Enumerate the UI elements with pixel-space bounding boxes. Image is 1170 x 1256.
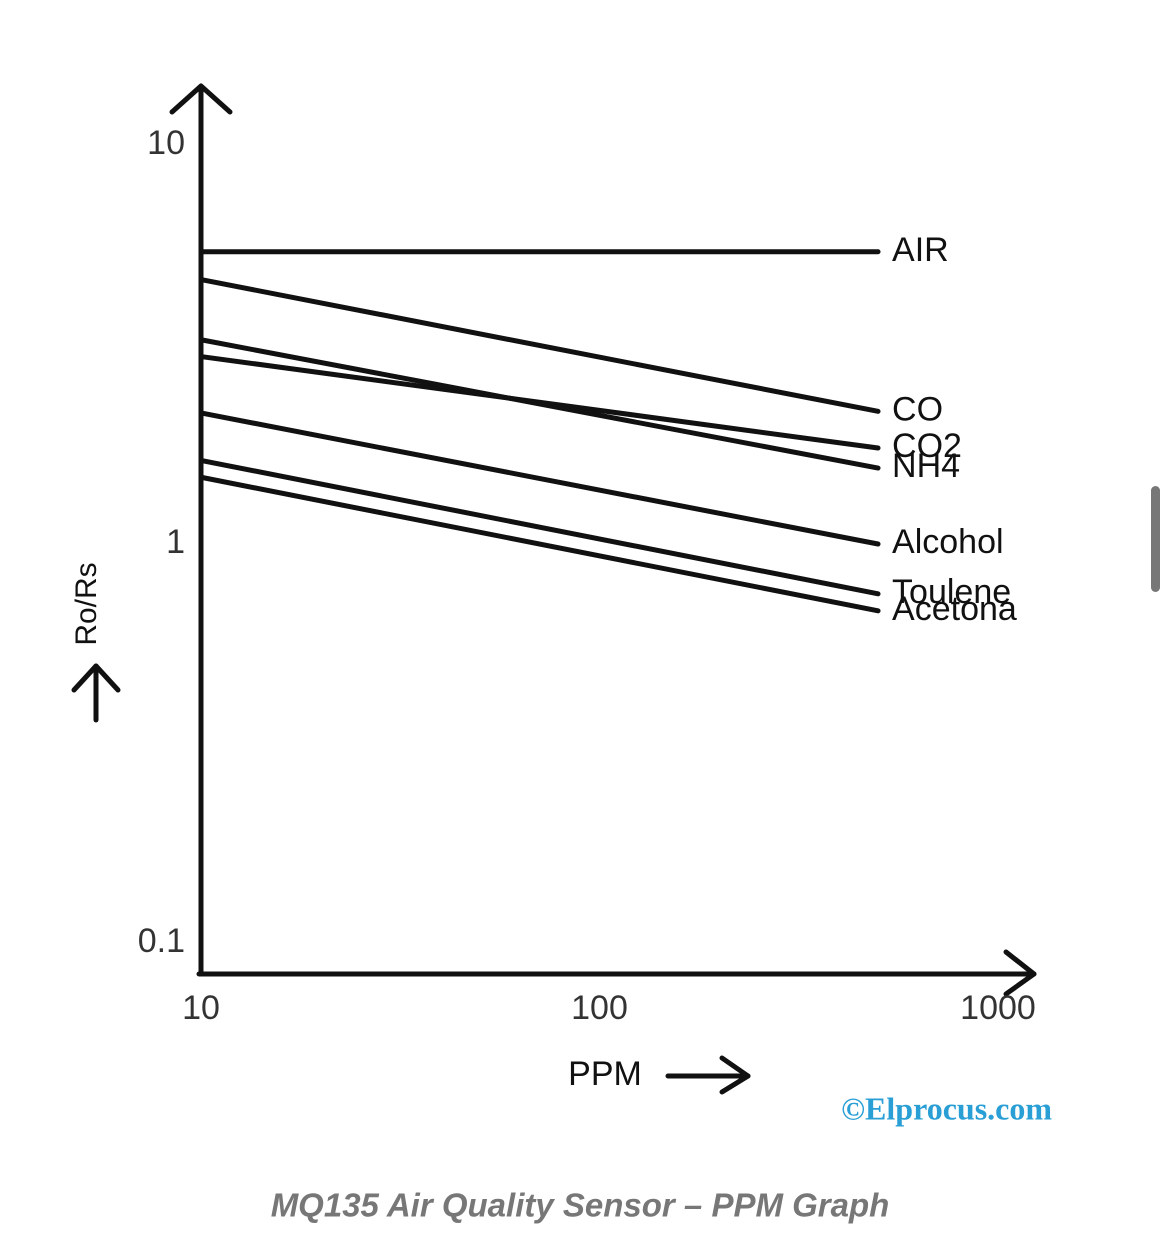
series-label: AIR	[892, 231, 949, 269]
series-label: CO	[892, 390, 943, 428]
series-label: Acetona	[892, 590, 1017, 628]
series-line	[198, 277, 881, 414]
x-tick-label: 100	[571, 989, 628, 1027]
x-tick-label: 1000	[960, 989, 1036, 1027]
y-tick-label: 1	[166, 523, 185, 561]
series-line	[198, 410, 881, 547]
y-tick-label: 0.1	[138, 922, 185, 960]
series-line	[198, 474, 881, 614]
x-label-arrow-head	[719, 1055, 751, 1095]
series-line	[198, 337, 881, 471]
series-label: NH4	[892, 447, 960, 485]
axes	[71, 83, 1037, 1095]
y-axis-arrow	[169, 83, 233, 115]
y-tick-label: 10	[147, 124, 185, 162]
scrollbar[interactable]	[1151, 486, 1160, 592]
y-label-arrow-head	[71, 663, 121, 693]
x-tick-label: 10	[182, 989, 220, 1027]
series-label: Alcohol	[892, 523, 1004, 561]
series-label: Toulene	[892, 573, 1011, 611]
x-axis-arrow	[1003, 949, 1037, 997]
series-line	[198, 457, 881, 597]
source-credit: ©Elprocus.com	[841, 1090, 1052, 1126]
series-label: CO2	[892, 427, 962, 465]
caption: MQ135 Air Quality Sensor – PPM Graph	[271, 1187, 890, 1224]
y-axis-label: Ro/Rs	[70, 562, 103, 645]
x-axis-label: PPM	[568, 1055, 642, 1093]
